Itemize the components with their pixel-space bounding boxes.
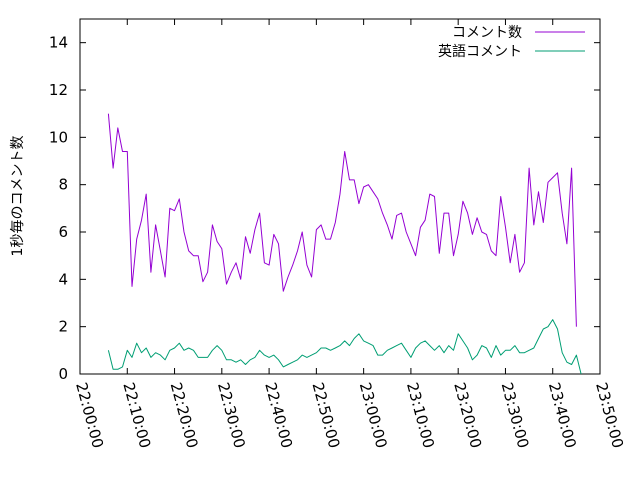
- x-axis: 22:00:00 22:10:00 22:20:00 22:30:00 22:40:00…: [72, 19, 627, 450]
- y-tick-label: 0: [58, 365, 68, 383]
- x-tick-label: 23:10:00: [403, 380, 438, 450]
- y-axis-title: 1秒毎のコメント数: [10, 136, 26, 257]
- legend: コメント数 英語コメント: [438, 25, 585, 60]
- x-tick-label: 22:20:00: [167, 380, 202, 450]
- x-tick-label: 23:20:00: [450, 380, 485, 450]
- y-tick-label: 4: [58, 270, 68, 288]
- plot-frame: [79, 18, 601, 375]
- x-tick-label: 23:40:00: [545, 380, 580, 450]
- y-tick-label: 8: [58, 176, 68, 194]
- x-tick-label: 22:30:00: [214, 380, 249, 450]
- y-tick-label: 10: [49, 128, 68, 146]
- x-tick-label: 22:50:00: [308, 380, 343, 450]
- x-tick-label: 23:50:00: [592, 380, 627, 450]
- series-line-english-comments: [107, 319, 582, 375]
- series-lines: [107, 113, 582, 375]
- y-tick-label: 14: [49, 34, 68, 52]
- x-tick-label: 22:00:00: [72, 380, 107, 450]
- legend-label-comments: コメント数: [452, 25, 522, 41]
- x-tick-label: 23:30:00: [498, 380, 533, 450]
- y-tick-label: 2: [58, 318, 68, 336]
- x-tick-label: 22:40:00: [261, 380, 296, 450]
- y-axis: 0 2 4 6 8 10 12 14: [49, 34, 600, 383]
- series-line-comments: [107, 113, 577, 327]
- x-tick-label: 23:00:00: [356, 380, 391, 450]
- y-tick-label: 12: [49, 81, 68, 99]
- x-tick-label: 22:10:00: [119, 380, 154, 450]
- y-tick-label: 6: [58, 223, 68, 241]
- legend-label-english-comments: 英語コメント: [438, 43, 522, 60]
